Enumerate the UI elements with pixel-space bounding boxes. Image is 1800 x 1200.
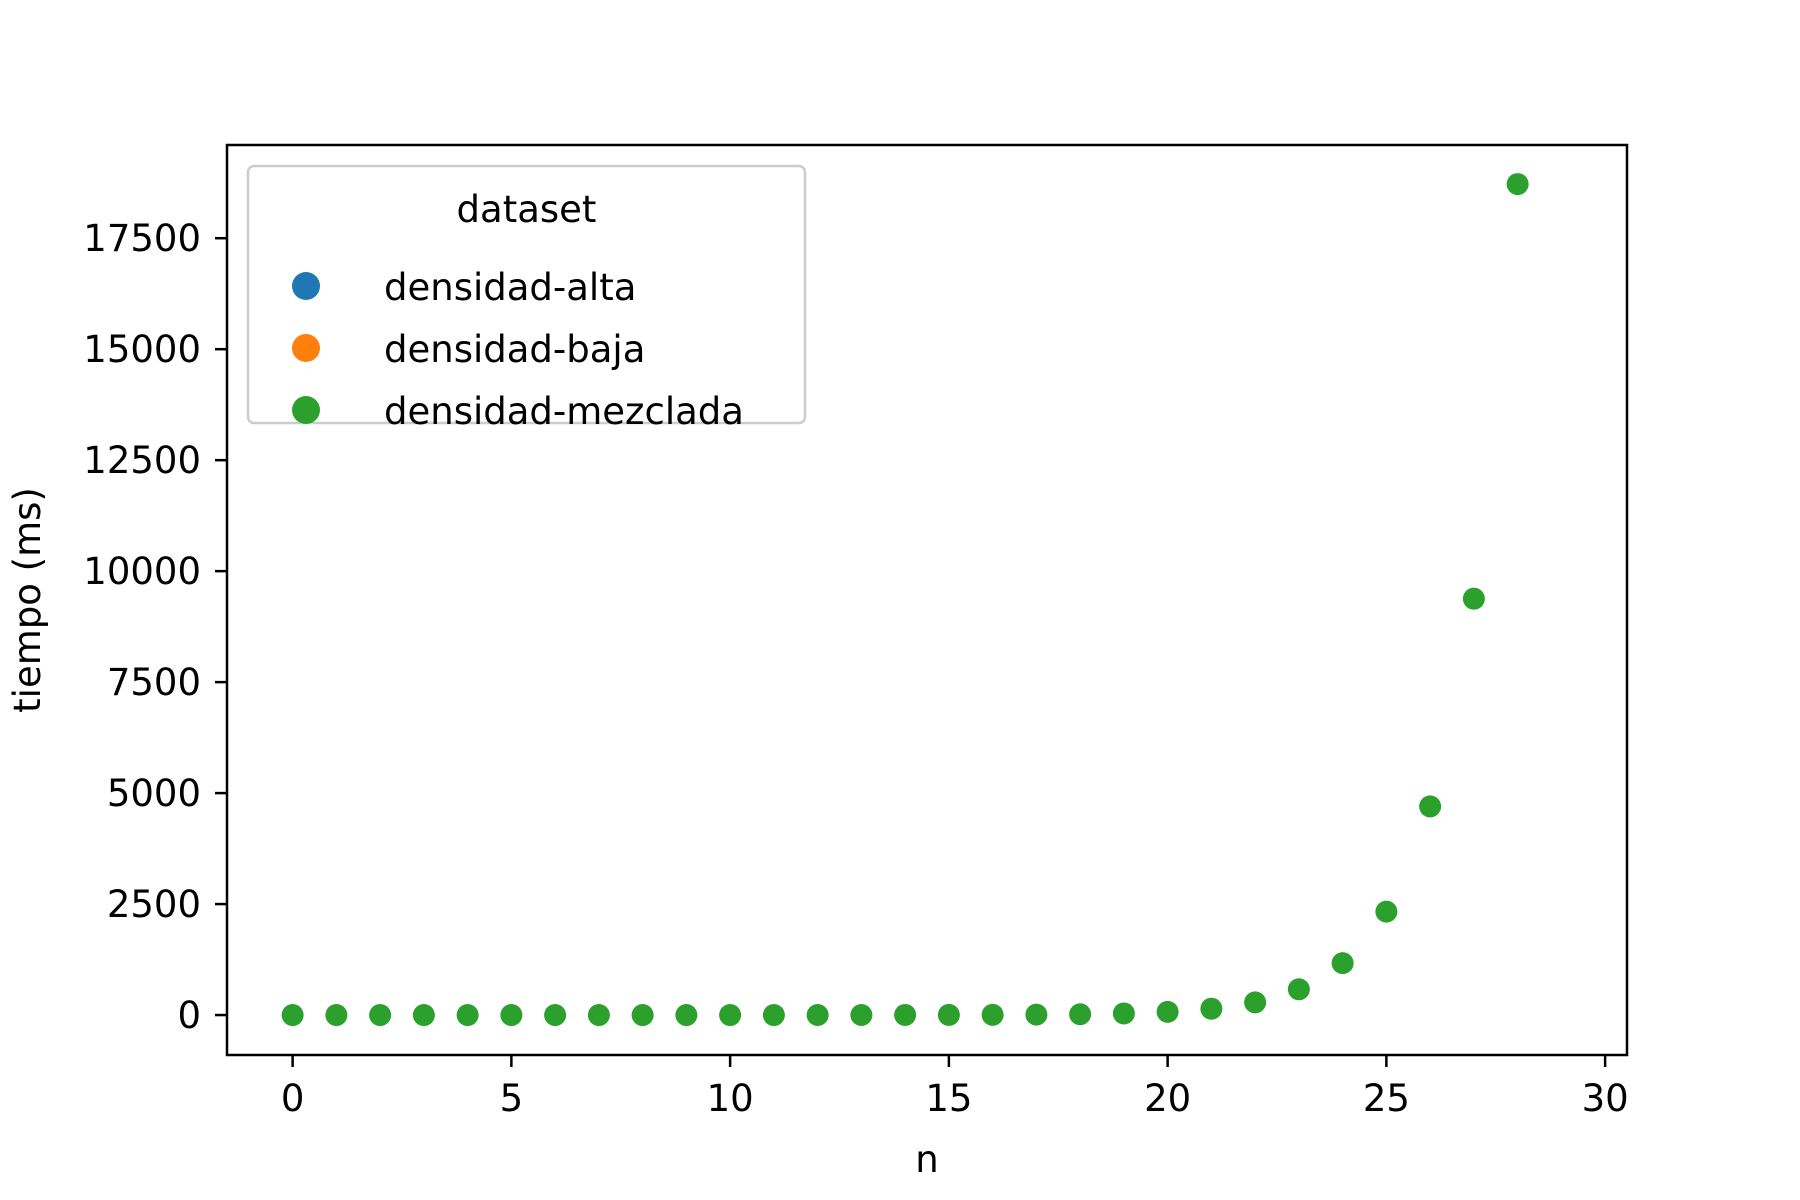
data-point-densidad-mezclada-24 — [1331, 952, 1354, 975]
data-point-densidad-mezclada-11 — [762, 1004, 785, 1027]
legend: dataset densidad-altadensidad-bajadensid… — [246, 164, 807, 433]
x-tick-label-5: 5 — [500, 1077, 524, 1120]
data-point-densidad-mezclada-4 — [456, 1004, 479, 1027]
data-point-densidad-mezclada-10 — [719, 1004, 742, 1027]
x-axis-ticks: 0 5 10 15 20 25 30 — [281, 1055, 1629, 1120]
legend-marker-densidad-alta — [292, 272, 320, 300]
y-axis-label: tiempo (ms) — [6, 487, 49, 713]
x-tick-label-25: 25 — [1363, 1077, 1410, 1120]
legend-items: densidad-alta densidad-baja densidad-mezcl… — [292, 266, 744, 433]
data-point-densidad-mezclada-17 — [1025, 1003, 1048, 1026]
data-point-densidad-mezclada-16 — [981, 1003, 1004, 1026]
y-tick-label-15000: 15000 — [83, 328, 201, 371]
data-point-densidad-mezclada-5 — [500, 1004, 523, 1027]
legend-title: dataset — [457, 188, 597, 231]
y-tick-label-2500: 2500 — [107, 883, 201, 926]
data-point-densidad-mezclada-23 — [1287, 978, 1310, 1001]
data-point-densidad-mezclada-12 — [806, 1004, 829, 1027]
x-tick-label-15: 15 — [925, 1077, 972, 1120]
x-tick-label-0: 0 — [281, 1077, 305, 1120]
y-tick-label-12500: 12500 — [83, 439, 201, 482]
y-tick-label-5000: 5000 — [107, 772, 201, 815]
data-point-densidad-mezclada-18 — [1069, 1003, 1092, 1026]
data-point-densidad-mezclada-15 — [937, 1003, 960, 1026]
x-tick-label-20: 20 — [1144, 1077, 1191, 1120]
data-point-densidad-mezclada-9 — [675, 1004, 698, 1027]
data-point-densidad-mezclada-14 — [894, 1003, 917, 1026]
data-point-densidad-mezclada-8 — [631, 1004, 654, 1027]
data-point-densidad-mezclada-21 — [1200, 997, 1223, 1020]
data-point-densidad-mezclada-13 — [850, 1004, 873, 1027]
data-point-densidad-mezclada-28 — [1506, 173, 1529, 196]
data-point-densidad-mezclada-26 — [1419, 795, 1442, 818]
data-point-densidad-mezclada-19 — [1112, 1002, 1135, 1025]
legend-box — [246, 164, 807, 425]
data-point-densidad-mezclada-25 — [1375, 900, 1398, 923]
data-point-densidad-mezclada-7 — [587, 1004, 610, 1027]
x-tick-label-10: 10 — [707, 1077, 754, 1120]
data-point-densidad-mezclada-2 — [369, 1004, 392, 1027]
legend-label-densidad-baja: densidad-baja — [384, 328, 645, 371]
data-point-densidad-mezclada-3 — [412, 1004, 435, 1027]
data-point-densidad-mezclada-20 — [1156, 1000, 1179, 1023]
y-tick-label-17500: 17500 — [83, 217, 201, 260]
data-point-densidad-mezclada-1 — [325, 1004, 348, 1027]
y-tick-label-0: 0 — [177, 994, 201, 1037]
y-tick-label-7500: 7500 — [107, 661, 201, 704]
x-axis-label: n — [915, 1138, 938, 1181]
y-tick-label-10000: 10000 — [83, 550, 201, 593]
y-axis-ticks: 0 2500 5000 7500 10000 12500 15000 17500 — [83, 217, 227, 1037]
legend-marker-densidad-mezclada — [292, 396, 320, 424]
data-point-densidad-mezclada-6 — [544, 1004, 567, 1027]
points-layer — [281, 173, 1529, 1027]
data-point-densidad-mezclada-22 — [1244, 991, 1267, 1014]
legend-label-densidad-mezclada: densidad-mezclada — [384, 390, 744, 433]
legend-marker-densidad-baja — [292, 334, 320, 362]
plot-frame — [225, 143, 1629, 1057]
data-point-densidad-mezclada-0 — [281, 1004, 304, 1027]
legend-label-densidad-alta: densidad-alta — [384, 266, 636, 309]
x-tick-label-30: 30 — [1582, 1077, 1629, 1120]
data-point-densidad-mezclada-27 — [1462, 587, 1485, 610]
